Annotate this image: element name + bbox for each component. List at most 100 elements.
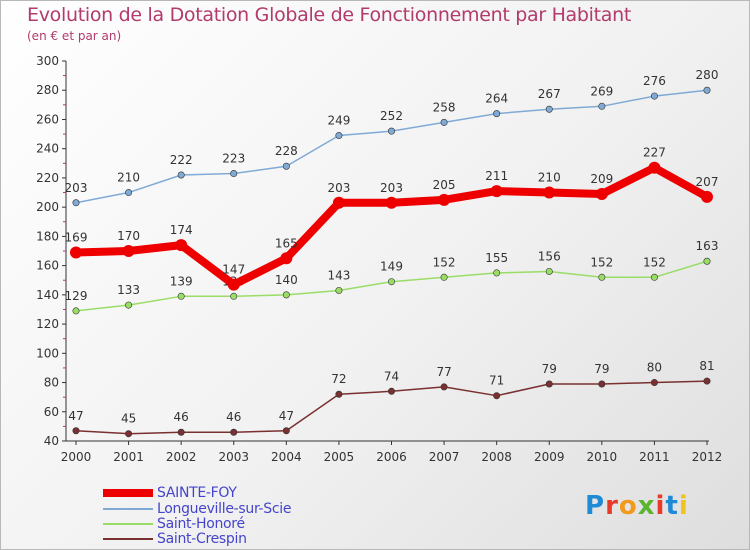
- data-point: [703, 86, 711, 94]
- logo-letter: P: [585, 491, 606, 521]
- legend-item-saint-crespin: Saint-Crespin: [103, 530, 353, 547]
- data-label: 45: [121, 412, 136, 426]
- data-point: [598, 380, 606, 388]
- data-point: [335, 132, 343, 140]
- data-point: [543, 186, 556, 199]
- y-tick-label: 240: [36, 142, 59, 156]
- y-tick-label: 100: [36, 346, 59, 360]
- data-point: [72, 307, 80, 315]
- data-label: 140: [275, 273, 298, 287]
- data-label: 46: [226, 410, 241, 424]
- logo-letter: o: [618, 491, 638, 521]
- x-tick-label: 2002: [166, 450, 197, 464]
- data-label: 222: [170, 153, 193, 167]
- data-label: 210: [538, 171, 561, 185]
- x-tick-label: 2001: [113, 450, 144, 464]
- data-label: 209: [590, 172, 613, 186]
- data-point: [387, 278, 395, 286]
- data-label: 249: [327, 114, 350, 128]
- data-label: 203: [380, 181, 403, 195]
- chart-title: Evolution de la Dotation Globale de Fonc…: [27, 4, 632, 26]
- x-tick-label: 2010: [587, 450, 618, 464]
- legend-label: SAINTE-FOY: [157, 484, 237, 501]
- data-label: 269: [590, 84, 613, 98]
- x-tick-label: 2008: [481, 450, 512, 464]
- legend-swatch-longueville: [103, 507, 153, 510]
- data-point: [282, 291, 290, 299]
- y-tick-label: 280: [36, 83, 59, 97]
- data-label: 223: [222, 152, 245, 166]
- x-tick-label: 2004: [271, 450, 302, 464]
- data-point: [332, 196, 345, 209]
- data-point: [493, 269, 501, 277]
- data-point: [282, 162, 290, 170]
- data-point: [493, 110, 501, 118]
- data-label: 152: [643, 255, 666, 269]
- y-tick-label: 80: [44, 376, 59, 390]
- data-label: 133: [117, 283, 140, 297]
- data-label: 155: [485, 251, 508, 265]
- data-point: [703, 377, 711, 385]
- data-label: 77: [436, 365, 451, 379]
- data-label: 280: [696, 68, 719, 82]
- data-label: 205: [433, 178, 456, 192]
- data-point: [282, 427, 290, 435]
- logo-letter: i: [655, 491, 666, 521]
- y-tick-label: 40: [44, 434, 59, 448]
- x-tick-label: 2007: [429, 450, 460, 464]
- data-point: [490, 185, 503, 198]
- data-label: 47: [279, 409, 294, 423]
- legend-swatch-saint-honore: [103, 522, 153, 525]
- data-point: [440, 273, 448, 281]
- data-point: [440, 118, 448, 126]
- data-label: 156: [538, 249, 561, 263]
- data-point: [227, 278, 240, 291]
- data-label: 80: [647, 361, 662, 375]
- data-point: [545, 380, 553, 388]
- data-point: [280, 252, 293, 265]
- legend-label: Longueville-sur-Scie: [157, 500, 292, 517]
- data-label: 165: [275, 236, 298, 250]
- x-tick-label: 2006: [376, 450, 407, 464]
- proxiti-logo: Proxiti: [585, 491, 689, 521]
- data-point: [125, 430, 133, 438]
- y-tick-label: 200: [36, 200, 59, 214]
- data-point: [440, 383, 448, 391]
- x-tick-label: 2012: [692, 450, 723, 464]
- data-label: 147: [222, 263, 245, 277]
- data-point: [385, 196, 398, 209]
- data-point: [230, 428, 238, 436]
- data-point: [72, 427, 80, 435]
- data-point: [650, 92, 658, 100]
- data-point: [701, 190, 713, 203]
- logo-letter: t: [665, 491, 679, 521]
- data-point: [125, 301, 133, 309]
- data-point: [335, 286, 343, 294]
- y-tick-label: 180: [36, 229, 59, 243]
- data-point: [230, 170, 238, 178]
- data-point: [387, 127, 395, 135]
- data-label: 47: [68, 409, 83, 423]
- data-point: [175, 239, 188, 252]
- data-point: [177, 292, 185, 300]
- data-label: 79: [594, 362, 609, 376]
- data-label: 46: [174, 410, 189, 424]
- data-label: 227: [643, 146, 666, 160]
- data-label: 81: [699, 359, 714, 373]
- legend-label: Saint-Honoré: [157, 515, 245, 532]
- data-point: [648, 161, 661, 174]
- data-point: [230, 292, 238, 300]
- data-point: [438, 193, 451, 206]
- legend-label: Saint-Crespin: [157, 530, 247, 547]
- legend-item-longueville-sur-scie: Longueville-sur-Scie: [103, 500, 353, 517]
- data-point: [70, 246, 82, 259]
- data-label: 149: [380, 260, 403, 274]
- data-point: [598, 273, 606, 281]
- logo-letter: r: [605, 491, 619, 521]
- data-label: 276: [643, 74, 666, 88]
- data-label: 207: [696, 175, 719, 189]
- logo-letter: i: [678, 491, 689, 521]
- data-point: [598, 102, 606, 110]
